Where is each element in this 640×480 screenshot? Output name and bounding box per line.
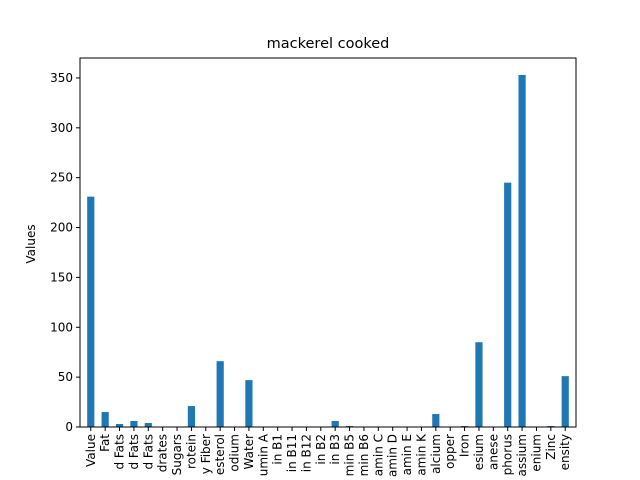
plot-frame	[79, 57, 577, 428]
y-tick-label-5: 250	[50, 171, 73, 185]
x-tick-label-5: drates	[156, 434, 170, 472]
x-tick-label-29: phorus	[501, 434, 515, 475]
x-tick-label-14: in B11	[285, 434, 299, 472]
bar-9	[216, 361, 224, 427]
x-tick-label-2: d Fats	[113, 434, 127, 470]
bar-2	[115, 424, 124, 427]
y-tick-label-2: 100	[50, 320, 73, 334]
x-tick-label-8: y Fiber	[199, 434, 213, 474]
y-tick-label-1: 50	[58, 370, 73, 384]
x-tick-label-22: amin E	[400, 434, 414, 475]
x-tick-label-19: min B6	[357, 434, 371, 476]
y-tick-label-7: 350	[50, 71, 73, 85]
x-tick-label-33: ensity	[558, 434, 572, 470]
bar-29	[504, 182, 512, 427]
x-tick-label-20: amin C	[371, 434, 385, 476]
x-tick-label-16: in B2	[314, 434, 328, 465]
x-tick-label-9: esterol	[213, 434, 227, 475]
x-tick-label-26: Iron	[458, 434, 472, 457]
y-tick-label-4: 200	[50, 221, 73, 235]
bar-0	[87, 196, 95, 427]
x-tick-label-27: esium	[472, 434, 486, 470]
x-tick-label-7: rotein	[184, 434, 198, 469]
y-tick-label-0: 0	[65, 420, 73, 434]
y-axis-label: Values	[24, 224, 38, 263]
y-tick-label-3: 150	[50, 270, 73, 284]
x-ticks-group: Value Fat d Fats d Fats d Fats drates Sugars ro…	[84, 427, 572, 477]
x-tick-label-4: d Fats	[141, 434, 155, 470]
bar-11	[245, 380, 253, 427]
bar-27	[475, 342, 483, 427]
x-tick-label-13: in B1	[271, 434, 285, 465]
x-tick-label-18: min B5	[343, 434, 357, 476]
chart-title: mackerel cooked	[267, 36, 390, 52]
x-tick-label-11: Water	[242, 434, 256, 470]
x-tick-label-1: Fat	[98, 434, 112, 452]
x-tick-label-6: Sugars	[170, 434, 184, 475]
bar-33	[561, 376, 569, 427]
bar-24	[432, 414, 440, 427]
x-tick-label-31: enium	[529, 434, 543, 472]
x-tick-label-28: anese	[486, 434, 500, 470]
y-ticks-group: 0 50 100 150 200 250 300 350	[50, 71, 80, 434]
x-tick-label-12: umin A	[256, 433, 270, 476]
x-tick-label-21: amin D	[386, 434, 400, 477]
x-tick-label-0: Value	[84, 434, 98, 467]
x-tick-label-32: Zinc	[544, 434, 558, 460]
x-tick-label-23: amin K	[414, 433, 428, 476]
x-tick-label-15: in B12	[299, 434, 313, 472]
bar-17	[331, 421, 339, 427]
x-tick-label-3: d Fats	[127, 434, 141, 470]
bar-30	[518, 74, 526, 428]
bar-1	[101, 412, 109, 427]
x-tick-label-30: assium	[515, 434, 529, 477]
x-tick-label-25: opper	[443, 434, 457, 469]
bar-7	[187, 406, 196, 427]
bar-4	[144, 423, 152, 427]
bar-3	[130, 421, 138, 427]
x-tick-label-17: in B3	[328, 434, 342, 465]
y-tick-label-6: 300	[50, 121, 73, 135]
x-tick-label-10: odium	[228, 434, 242, 472]
x-tick-label-24: alcium	[429, 434, 443, 474]
